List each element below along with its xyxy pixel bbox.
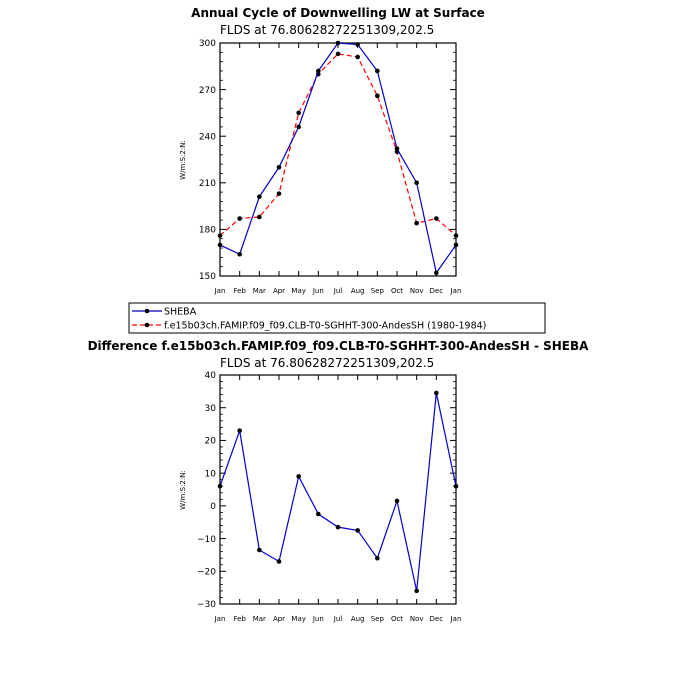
top-chart-xtick-label: May [291,287,305,295]
top-chart-series-0-point [335,40,341,46]
top-chart-ytick-label: 150 [199,272,216,282]
bottom-chart-series-0-point [276,559,282,564]
legend-marker-model [144,322,150,328]
bottom-chart-ylabel: W/m:S:2:N: [179,470,187,510]
top-chart-series-1-point [453,233,459,238]
top-chart-frame [219,42,457,277]
bottom-chart-ytick-label: −10 [197,535,216,545]
top-chart-xtick-label: Dec [430,287,444,295]
top-chart-series-1-point [296,110,301,116]
top-chart-series-1-point [375,93,380,99]
top-chart-series-0-point [394,146,400,151]
bottom-chart-ytick-label: −20 [197,567,216,577]
legend: SHEBA f.e15b03ch.FAMIP.f09_f09.CLB-T0-SG… [128,302,546,334]
top-chart-series-1-point [414,220,419,226]
bottom-chart-ytick-label: 10 [205,469,217,479]
bottom-chart-series-0-point [434,390,439,396]
top-chart-series-0-point [453,242,459,248]
bottom-chart-ytick-label: −30 [197,600,216,610]
legend-label-sheba: SHEBA [164,307,197,318]
bottom-chart-subtitle: FLDS at 76.80628272251309,202.5 [220,356,434,370]
bottom-chart-ytick-label: 0 [210,502,216,512]
top-chart-subtitle: FLDS at 76.80628272251309,202.5 [220,23,434,37]
top-chart-series-1-point [217,233,223,238]
top-chart-series-0-point [257,194,262,200]
bottom-chart-xtick-label: Dec [430,615,444,623]
bottom-chart-series-0-point [394,498,400,504]
bottom-chart-series-0-point [375,555,380,561]
legend-marker-sheba [144,308,150,314]
legend-box [128,302,546,334]
top-chart-series-1-point [276,191,282,196]
bottom-chart-series-0-point [453,483,459,489]
bottom-chart-series-0-point [316,511,321,517]
bottom-chart-xtick-label: Jan [214,615,226,623]
top-chart-series-line-0 [219,42,457,275]
top-chart-series-0-point [434,270,439,276]
top-chart-series-0-point [217,242,223,248]
top-chart-xtick-label: Jun [312,287,324,295]
bottom-chart-series-0-point [355,528,360,533]
bottom-chart-xtick-label: Oct [391,615,403,623]
top-chart-xtick-label: Sep [371,287,385,295]
bottom-chart-ytick-label: 20 [205,437,217,447]
bottom-chart-xtick-label: Sep [371,615,385,623]
legend-label-model: f.e15b03ch.FAMIP.f09_f09.CLB-T0-SGHHT-30… [164,321,486,332]
bottom-chart-title: Difference f.e15b03ch.FAMIP.f09_f09.CLB-… [88,339,590,354]
top-chart-series-0-point [316,68,321,74]
bottom-chart-series-0-point [414,588,419,594]
bottom-chart-series-line-0 [219,392,457,592]
bottom-chart-xtick-label: Nov [410,615,424,623]
top-chart-series-0-point [237,251,242,257]
bottom-plot-area: −30 −20 −10 0 10 20 30 40 Jan Feb Mar Apr May Jun Jul A… [197,371,461,623]
bottom-chart-xtick-label: Feb [233,615,246,623]
top-chart-xtick-label: Aug [351,287,365,295]
top-chart-series-0-point [375,68,380,74]
top-chart-ytick-label: 240 [199,132,216,142]
bottom-chart-xtick-label: Apr [273,615,285,623]
top-chart-series-1-point [237,216,242,221]
bottom-chart-xtick-label: May [291,615,305,623]
bottom-chart-ytick-label: 40 [205,371,217,381]
top-chart-ytick-label: 180 [199,226,216,236]
top-chart-xtick-label: Mar [253,287,266,295]
bottom-chart-series-0-point [217,483,223,489]
top-chart-xtick-label: Jan [450,287,462,295]
top-chart-title: Annual Cycle of Downwelling LW at Surfac… [191,6,485,20]
top-chart-series-1-point [434,216,439,221]
bottom-chart-series-0-point [296,474,301,479]
top-chart-xtick-label: Jan [214,287,226,295]
top-chart-series-1-point [355,54,360,60]
top-chart-xtick-label: Feb [233,287,246,295]
top-chart-series-0-point [296,124,301,130]
top-chart-series-1-point [335,51,341,57]
top-chart-series-1-point [257,214,262,220]
bottom-chart-ytick-label: 30 [205,404,217,414]
bottom-chart-xtick-label: Jun [312,615,324,623]
top-chart-ytick-label: 270 [199,86,216,96]
bottom-chart-xtick-label: Jul [333,615,343,623]
top-chart-series-0-point [414,180,419,186]
top-chart-xtick-label: Oct [391,287,403,295]
top-chart-xtick-label: Nov [410,287,424,295]
top-chart-ytick-label: 210 [199,179,216,189]
top-chart-xtick-label: Apr [273,287,285,295]
bottom-chart-frame [219,374,457,605]
top-plot-area: 150 180 210 240 270 300 Jan Feb Mar Apr May Jun Jul A… [199,39,462,295]
top-chart-ylabel: W/m:S:2:N: [179,140,187,180]
bottom-chart-xtick-label: Jan [450,615,462,623]
bottom-chart-series-0-point [257,547,262,553]
top-chart-series-0-point [276,164,282,170]
bottom-chart-xtick-label: Mar [253,615,266,623]
bottom-chart-xtick-label: Aug [351,615,365,623]
bottom-chart-series-0-point [335,524,341,530]
bottom-chart-series-0-point [237,428,242,433]
top-chart-ytick-label: 300 [199,39,216,49]
top-chart-xtick-label: Jul [333,287,343,295]
top-chart-series-0-point [355,42,360,47]
